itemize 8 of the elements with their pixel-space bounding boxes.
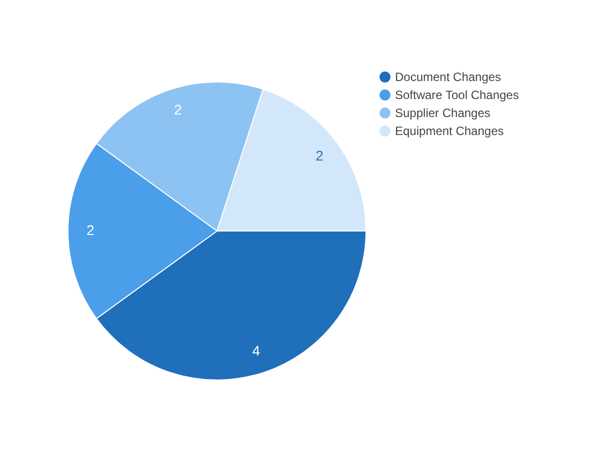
data-label: 2 (316, 148, 324, 164)
legend-label: Software Tool Changes (395, 88, 519, 102)
data-label: 2 (174, 102, 182, 118)
legend-label: Supplier Changes (395, 106, 490, 120)
data-label: 2 (86, 222, 94, 238)
legend-label: Document Changes (395, 70, 502, 84)
legend-label: Equipment Changes (395, 124, 504, 138)
data-label: 4 (252, 342, 260, 358)
